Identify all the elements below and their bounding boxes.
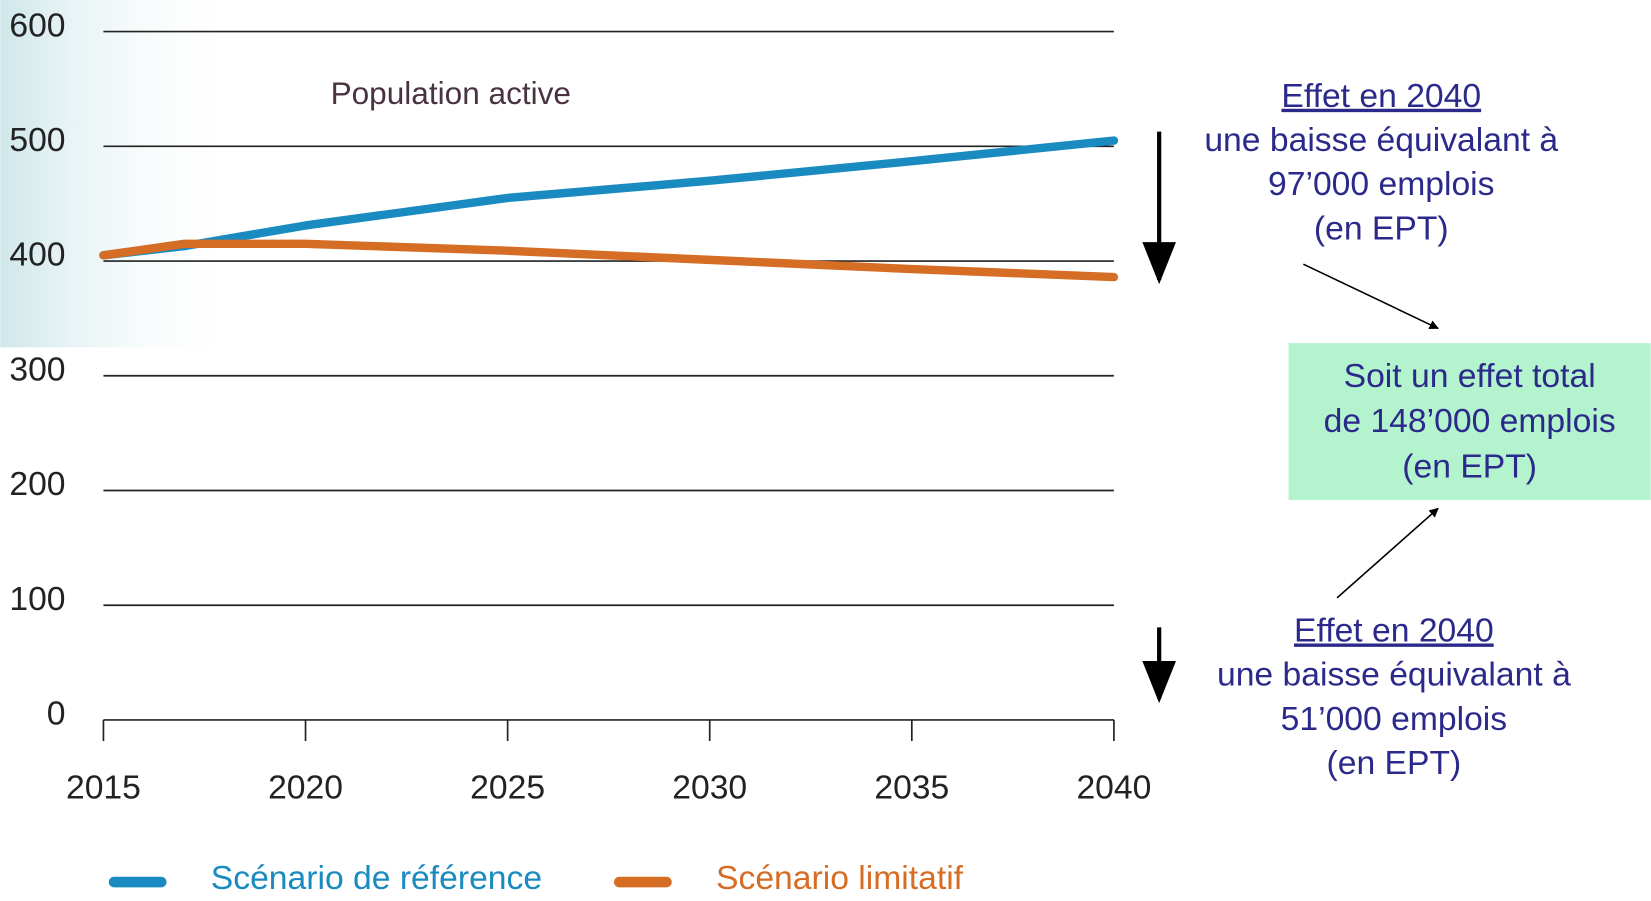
y-tick-label: 0	[47, 696, 66, 733]
total-box-line: de 148’000 emplois	[1324, 403, 1616, 440]
annotation-line: 51’000 emplois	[1281, 701, 1508, 738]
annotation-line: (en EPT)	[1314, 210, 1449, 247]
pointer-arrow	[1336, 507, 1439, 599]
y-tick-label: 300	[9, 351, 65, 388]
annotation-heading: Effet en 2040	[1294, 612, 1494, 649]
x-tick-label: 2015	[66, 769, 141, 806]
y-tick-label: 600	[9, 7, 65, 44]
x-tick-label: 2020	[268, 769, 343, 806]
annotation-line: une baisse équivalant à	[1204, 122, 1558, 159]
x-tick-label: 2035	[874, 769, 949, 806]
total-box-line: Soit un effet total	[1344, 358, 1596, 395]
x-tick-label: 2025	[470, 769, 545, 806]
x-tick-label: 2030	[672, 769, 747, 806]
annotation-line: 97’000 emplois	[1268, 166, 1495, 203]
y-tick-label: 100	[9, 581, 65, 618]
y-tick-label: 400	[9, 237, 65, 274]
legend-label: Scénario de référence	[211, 860, 542, 897]
annotation-heading: Effet en 2040	[1281, 78, 1481, 115]
series-line	[99, 136, 1119, 260]
series-line	[99, 239, 1119, 282]
annotation-line: une baisse équivalant à	[1217, 657, 1571, 694]
annotation-line: (en EPT)	[1327, 745, 1462, 782]
legend-label: Scénario limitatif	[716, 860, 964, 897]
pointer-arrow	[1303, 263, 1439, 330]
chart-label: Population active	[331, 75, 571, 111]
y-tick-label: 500	[9, 122, 65, 159]
background-glow	[0, 0, 243, 348]
x-tick-label: 2040	[1076, 769, 1151, 806]
y-tick-label: 200	[9, 466, 65, 503]
total-box	[1288, 343, 1651, 500]
total-box-line: (en EPT)	[1402, 448, 1537, 485]
